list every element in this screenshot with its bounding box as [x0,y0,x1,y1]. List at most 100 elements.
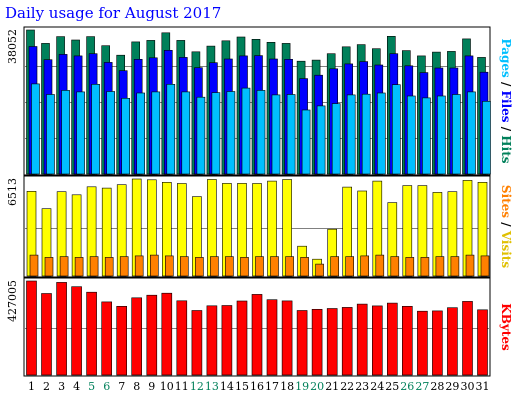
bar-kbytes-day-8 [131,297,142,376]
bar-pages-day-16 [256,90,266,175]
bar-kbytes-day-16 [251,294,263,376]
bar-kbytes-day-5 [86,291,97,376]
bar-sites-day-18 [285,256,294,277]
bar-kbytes-day-20 [311,308,323,376]
bar-kbytes-day-18 [281,300,293,376]
x-tick-label-day-20: 20 [310,380,324,393]
bar-pages-day-24 [376,92,386,175]
x-tick-label-day-12: 12 [190,380,204,393]
bar-kbytes-day-2 [41,293,52,376]
bar-pages-day-8 [136,92,145,175]
x-tick-label-day-15: 15 [235,380,249,393]
bar-pages-day-20 [316,105,326,175]
bar-sites-day-19 [300,257,309,277]
bar-kbytes-day-25 [386,302,398,376]
bar-sites-day-25 [390,256,400,277]
bar-kbytes-day-30 [462,301,473,376]
bar-sites-day-5 [89,256,99,277]
x-tick-label-day-13: 13 [205,380,219,393]
bar-sites-day-29 [450,256,460,277]
bar-pages-day-26 [406,95,416,175]
y-axis-title-part: KBytes [499,303,512,351]
y-axis-title: KBytes [499,303,512,351]
bar-sites-day-9 [150,254,159,277]
chart-title: Daily usage for August 2017 [5,4,221,22]
bar-pages-day-14 [226,91,236,175]
bar-sites-day-2 [44,257,54,277]
bar-sites-day-14 [225,256,234,277]
bar-sites-day-27 [420,257,430,277]
bar-pages-day-25 [391,84,401,175]
bar-kbytes-day-9 [146,294,158,376]
x-tick-label-day-5: 5 [88,380,95,393]
y-max-label: 38052 [6,29,19,64]
bar-pages-day-21 [331,103,341,175]
bar-pages-day-7 [121,98,130,175]
bar-sites-day-6 [104,257,114,277]
bar-pages-day-3 [61,90,70,175]
bar-pages-day-9 [151,91,161,175]
bar-sites-day-24 [375,254,385,277]
bar-sites-day-7 [119,256,129,277]
bar-kbytes-day-10 [161,292,173,376]
x-tick-label-day-14: 14 [220,380,234,393]
x-tick-label-day-23: 23 [355,380,369,393]
bar-kbytes-day-3 [56,282,67,376]
x-tick-label-day-21: 21 [325,380,339,393]
x-tick-label-day-25: 25 [385,380,399,393]
bar-kbytes-day-15 [236,300,248,376]
bar-sites-day-21 [330,256,340,277]
bar-sites-day-11 [180,256,189,277]
bar-kbytes-day-19 [296,310,308,376]
bar-kbytes-day-17 [266,299,278,376]
bar-kbytes-day-28 [432,310,443,376]
bar-kbytes-day-7 [116,305,127,376]
bar-sites-day-23 [360,255,370,277]
bar-pages-day-10 [166,84,176,175]
bar-sites-day-17 [270,256,279,277]
bar-pages-day-22 [346,94,356,175]
bar-sites-day-1 [29,254,39,277]
bar-pages-day-31 [482,101,491,175]
bar-sites-day-16 [255,256,264,277]
x-tick-label-day-4: 4 [73,380,80,393]
bar-sites-day-13 [210,256,219,277]
x-tick-label-day-19: 19 [295,380,309,393]
bar-sites-day-31 [480,255,490,277]
bar-pages-day-12 [196,96,206,175]
x-tick-label-day-30: 30 [461,380,475,393]
y-max-label: 427005 [6,280,19,322]
bar-pages-day-27 [422,97,431,175]
bar-kbytes-day-13 [206,305,218,376]
bar-sites-day-22 [345,256,355,277]
x-tick-label-day-31: 31 [476,380,490,393]
bar-pages-day-6 [106,91,115,175]
bar-kbytes-day-31 [477,309,488,376]
bar-pages-day-11 [181,91,191,175]
bar-kbytes-day-12 [191,310,203,376]
y-axis-title-part: / [499,123,512,136]
bar-pages-day-13 [211,92,221,175]
y-axis-title-part: Pages [499,39,512,79]
bar-sites-day-28 [435,256,445,277]
bar-sites-day-3 [59,256,69,277]
bar-kbytes-day-4 [71,286,82,376]
x-tick-label-day-28: 28 [430,380,444,393]
x-tick-label-day-22: 22 [340,380,354,393]
x-tick-label-day-1: 1 [28,380,35,393]
bar-kbytes-day-24 [371,305,383,376]
bar-kbytes-day-6 [101,301,112,376]
bar-pages-day-28 [437,95,446,175]
y-axis-title-part: Visits [499,230,512,269]
y-axis-title-part: Files [499,91,512,123]
bar-pages-day-1 [31,83,40,175]
bar-pages-day-23 [361,93,371,175]
bar-kbytes-day-1 [26,280,37,376]
x-tick-label-day-9: 9 [148,380,155,393]
bar-pages-day-15 [241,87,251,175]
x-tick-label-day-29: 29 [445,380,459,393]
bar-sites-day-15 [240,257,249,277]
y-axis-title: Sites / Visits [499,185,512,268]
